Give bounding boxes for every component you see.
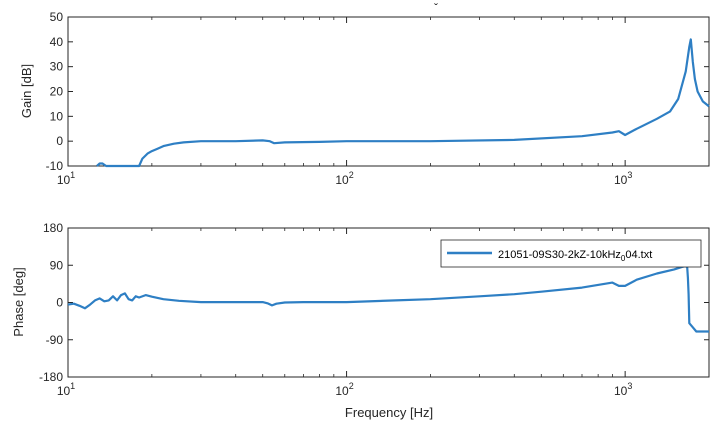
gain-y-tick-label: 40 [50, 35, 64, 49]
phase-y-tick-label: 0 [56, 296, 63, 310]
gain-y-tick-label: 50 [50, 10, 64, 24]
gain-y-tick-label: 20 [50, 85, 64, 99]
phase-x-tick-label: 101 [57, 381, 75, 398]
top-stray-mark: ˇ [434, 1, 438, 15]
phase-x-tick-label: 103 [614, 381, 632, 398]
phase-y-tick-label: -180 [39, 370, 63, 384]
gain-series-line [96, 38, 710, 168]
legend-entry-subscript: 0 [621, 254, 626, 263]
gain-axes-box [67, 16, 710, 167]
gain-y-tick-label: -10 [46, 159, 64, 173]
gain-x-tick-label: 103 [614, 170, 632, 187]
gain-series-path [96, 38, 710, 168]
gain-y-tick-label: 30 [50, 60, 64, 74]
legend-entry-suffix: 04.txt [625, 249, 652, 261]
gain-x-tick-label: 102 [335, 170, 353, 187]
legend-entry-main: 21051-09S30-2kZ-10kHz [498, 249, 621, 261]
phase-y-tick-label: 90 [50, 258, 64, 272]
x-axis-label: Frequency [Hz] [345, 405, 433, 420]
phase-series-path [67, 265, 709, 333]
phase-y-tick-label: 180 [43, 221, 63, 235]
phase-y-axis-label: Phase [deg] [11, 267, 26, 336]
legend-entry: 21051-09S30-2kZ-10kHz004.txt [498, 249, 652, 263]
gain-y-tick-label: 0 [56, 134, 63, 148]
phase-series-line [67, 265, 709, 333]
phase-x-tick-label: 102 [335, 381, 353, 398]
phase-y-tick-label: -90 [46, 333, 64, 347]
gain-y-tick-label: 10 [50, 109, 64, 123]
gain-x-tick-label: 101 [57, 170, 75, 187]
gain-y-axis-label: Gain [dB] [19, 64, 34, 118]
legend: 21051-09S30-2kZ-10kHz004.txt [440, 239, 702, 268]
